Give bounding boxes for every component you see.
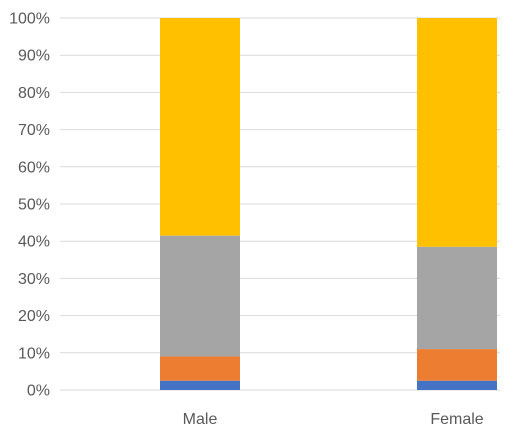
- y-tick-label: 30%: [18, 271, 50, 288]
- bar-segment-female-3: [417, 18, 497, 247]
- bar-segment-male-1: [160, 356, 240, 381]
- y-tick-label: 10%: [18, 345, 50, 362]
- x-axis-category-labels: Male Female: [183, 411, 484, 428]
- y-tick-label: 20%: [18, 308, 50, 325]
- y-tick-label: 70%: [18, 122, 50, 139]
- y-tick-label: 80%: [18, 85, 50, 102]
- bar-segment-female-2: [417, 246, 497, 350]
- bar-segment-male-2: [160, 235, 240, 357]
- x-category-label-male: Male: [183, 411, 218, 428]
- bar-stacks: [160, 18, 497, 390]
- y-axis-tick-labels: 0% 10% 20% 30% 40% 50% 60% 70% 80% 90% 100%: [9, 11, 50, 400]
- bar-segment-male-0: [160, 380, 240, 390]
- y-tick-label: 50%: [18, 197, 50, 214]
- y-tick-label: 60%: [18, 159, 50, 176]
- bar-segment-male-3: [160, 18, 240, 236]
- y-tick-label: 0%: [27, 383, 50, 400]
- y-tick-label: 40%: [18, 234, 50, 251]
- y-tick-label: 90%: [18, 48, 50, 65]
- bar-segment-female-1: [417, 349, 497, 381]
- y-tick-label: 100%: [9, 11, 50, 28]
- x-category-label-female: Female: [430, 411, 483, 428]
- bar-segment-female-0: [417, 380, 497, 390]
